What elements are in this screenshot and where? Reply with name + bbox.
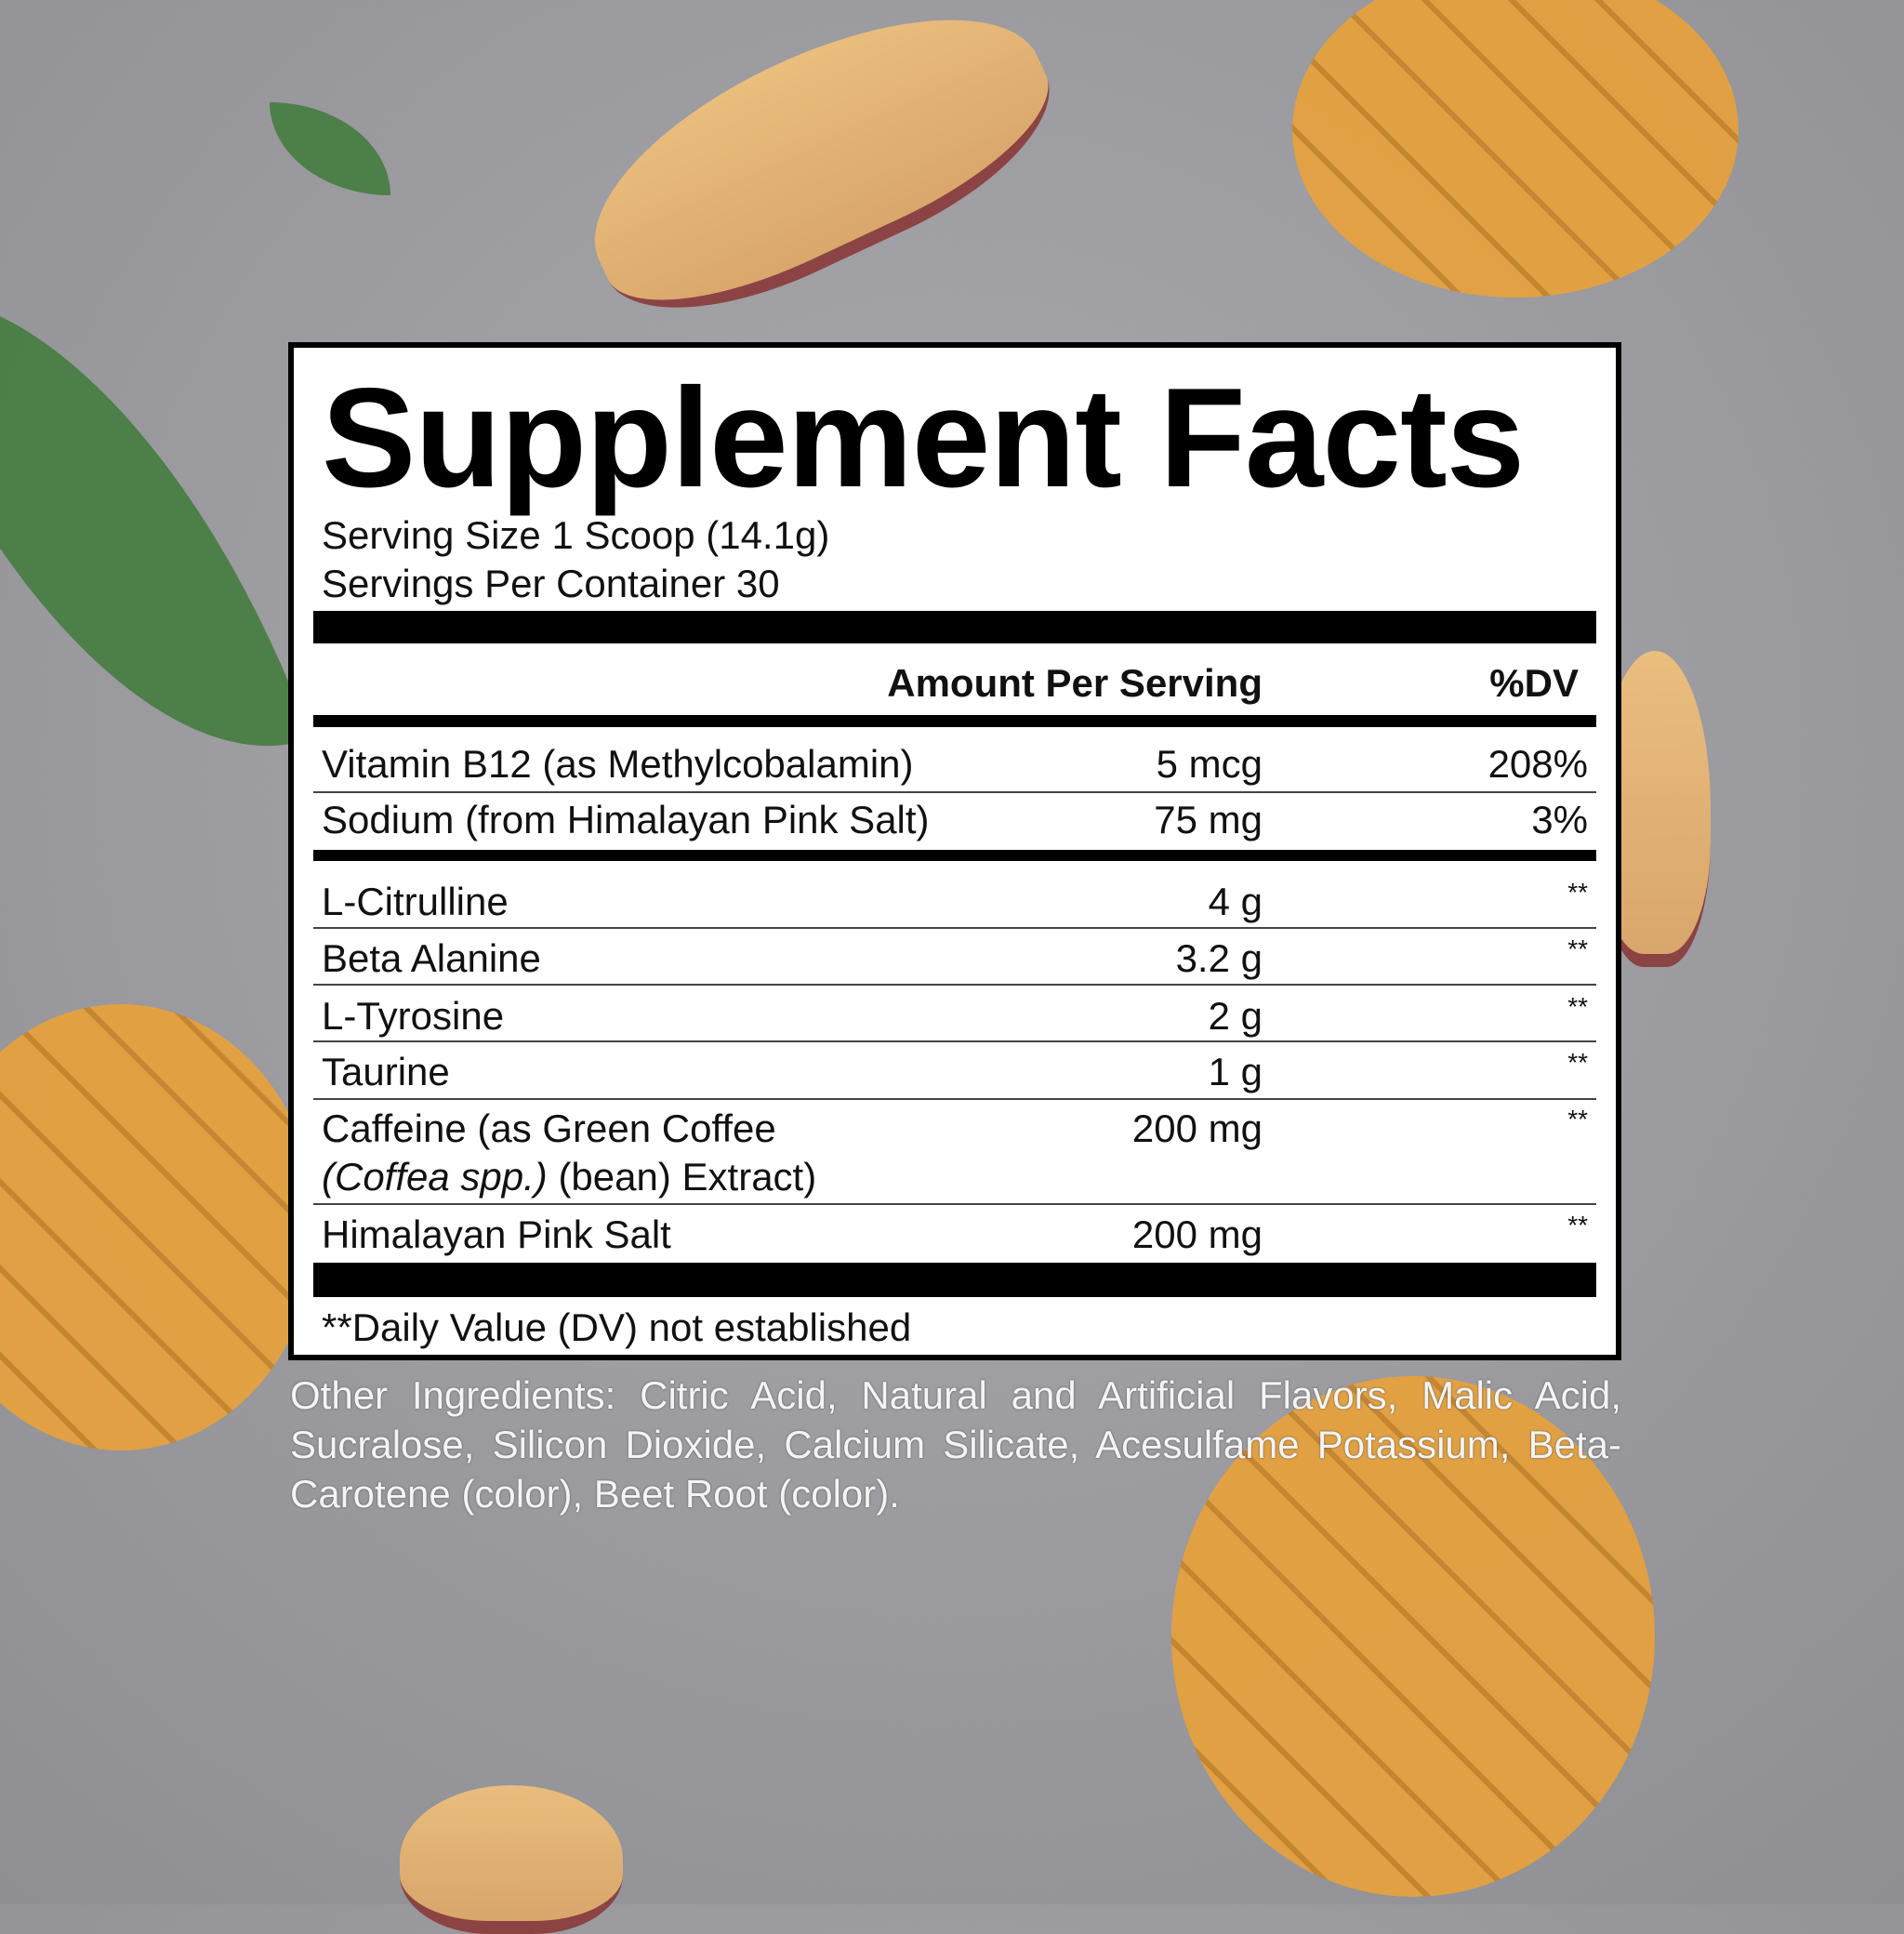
- mango-decoration: [1171, 1376, 1655, 1897]
- footnote: **Daily Value (DV) not established: [322, 1305, 912, 1349]
- row-amount: 5 mcg: [1156, 742, 1263, 786]
- row-name: Taurine: [322, 1050, 450, 1093]
- row-amount: 3.2 g: [1175, 936, 1263, 980]
- row-dv: **: [1567, 1105, 1588, 1133]
- row-dv: **: [1567, 878, 1588, 907]
- row-divider: [313, 927, 1596, 929]
- latin-name: (Coffea spp.): [322, 1155, 548, 1199]
- thick-divider: [313, 1263, 1596, 1297]
- mint-leaf-decoration: [270, 102, 390, 195]
- peach-slice-decoration: [555, 0, 1081, 353]
- row-divider: [313, 1203, 1596, 1205]
- row-amount: 75 mg: [1154, 798, 1263, 841]
- row-name: Beta Alanine: [322, 936, 541, 980]
- supplement-facts-label: Supplement Facts Serving Size 1 Scoop (1…: [288, 342, 1621, 1360]
- row-name-continued: (Coffea spp.) (bean) Extract): [322, 1155, 816, 1199]
- row-divider: [313, 791, 1596, 793]
- other-ingredients: Other Ingredients: Citric Acid, Natural …: [290, 1373, 1621, 1516]
- row-divider: [313, 984, 1596, 986]
- row-amount: 2 g: [1208, 994, 1263, 1038]
- row-amount: 4 g: [1208, 880, 1263, 923]
- divider: [313, 850, 1596, 861]
- row-name: Sodium (from Himalayan Pink Salt): [322, 798, 930, 841]
- mango-decoration: [0, 1004, 316, 1450]
- serving-size: Serving Size 1 Scoop (14.1g): [322, 513, 830, 557]
- divider: [313, 715, 1596, 727]
- row-amount: 200 mg: [1131, 1212, 1263, 1256]
- row-amount: 1 g: [1208, 1050, 1263, 1093]
- row-name: L-Tyrosine: [322, 994, 505, 1038]
- row-dv: 3%: [1531, 798, 1588, 841]
- row-dv: **: [1567, 1211, 1588, 1239]
- dv-header: %DV: [1489, 661, 1579, 705]
- mango-decoration: [1292, 0, 1739, 298]
- row-name: Caffeine (as Green Coffee: [322, 1106, 776, 1150]
- row-dv: **: [1567, 992, 1588, 1021]
- row-divider: [313, 1040, 1596, 1042]
- row-amount: 200 mg: [1131, 1106, 1263, 1150]
- row-dv: **: [1567, 1048, 1588, 1077]
- row-name-rest: (bean) Extract): [547, 1155, 817, 1199]
- servings-per-container: Servings Per Container 30: [322, 562, 780, 605]
- thick-divider: [313, 611, 1596, 643]
- row-dv: 208%: [1488, 742, 1588, 786]
- row-name: Vitamin B12 (as Methylcobalamin): [322, 742, 914, 786]
- peach-slice-decoration: [400, 1785, 623, 1934]
- row-name: L-Citrulline: [322, 880, 509, 923]
- label-title: Supplement Facts: [322, 359, 1525, 517]
- leaf-decoration: [0, 214, 311, 828]
- amount-header: Amount Per Serving: [887, 661, 1263, 705]
- row-dv: **: [1567, 934, 1588, 963]
- row-divider: [313, 1098, 1596, 1100]
- row-name: Himalayan Pink Salt: [322, 1212, 671, 1256]
